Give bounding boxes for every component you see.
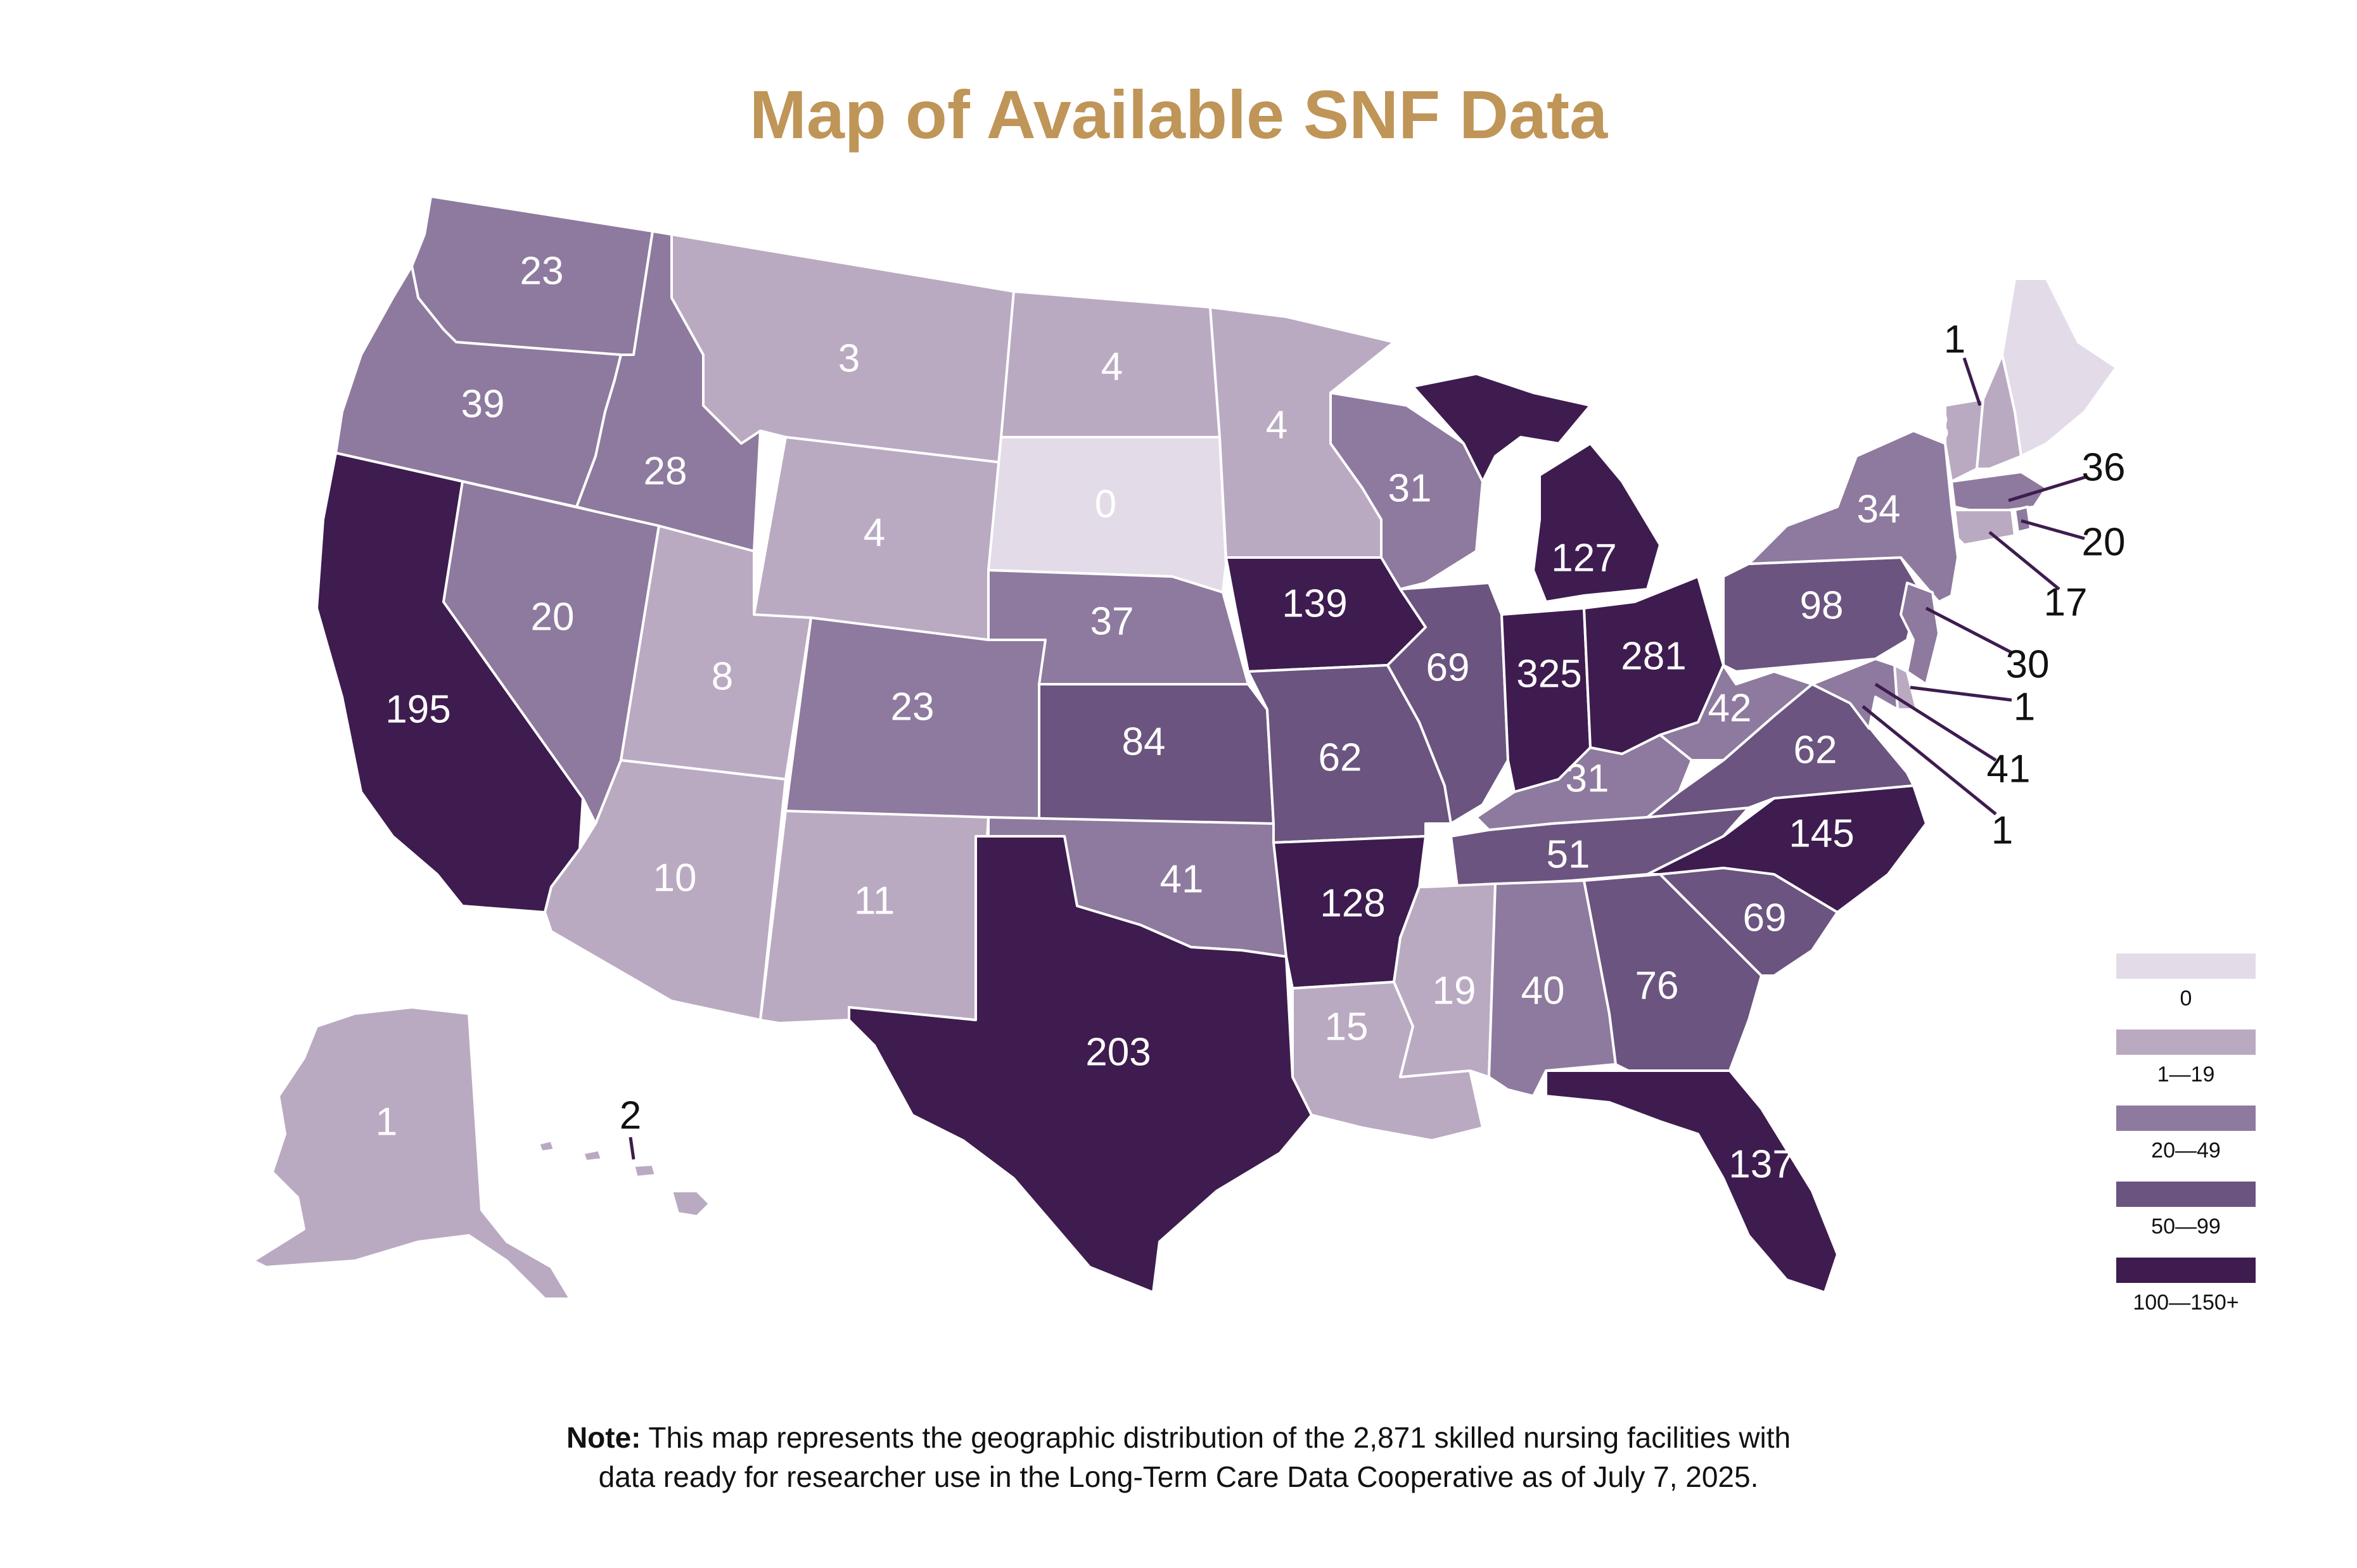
leader-line-de bbox=[1910, 685, 2012, 702]
legend-swatch bbox=[2116, 953, 2256, 979]
state-label-nh: 1 bbox=[1944, 317, 1965, 361]
state-label-tn: 51 bbox=[1547, 832, 1590, 876]
state-label-mn: 4 bbox=[1266, 403, 1287, 447]
legend-swatch bbox=[2116, 1258, 2256, 1283]
state-az bbox=[544, 759, 787, 1021]
leader-line-nh bbox=[1962, 357, 1982, 406]
state-label-sc: 69 bbox=[1743, 896, 1787, 940]
leader-line-ri bbox=[2021, 519, 2085, 540]
state-wv bbox=[1659, 664, 1813, 762]
state-label-md: 41 bbox=[1987, 747, 2031, 791]
state-label-az: 10 bbox=[653, 856, 697, 900]
state-label-mt: 3 bbox=[838, 336, 860, 380]
state-label-ga: 76 bbox=[1635, 964, 1679, 1007]
leader-line-md bbox=[1874, 682, 1997, 762]
legend-label: 20—49 bbox=[2151, 1138, 2221, 1163]
state-label-or: 39 bbox=[461, 382, 505, 426]
legend-label: 50—99 bbox=[2151, 1214, 2221, 1239]
legend-item: 100—150+ bbox=[2116, 1258, 2256, 1334]
state-label-va: 62 bbox=[1794, 728, 1837, 772]
state-label-ca: 195 bbox=[385, 687, 450, 731]
legend-item: 1—19 bbox=[2116, 1029, 2256, 1106]
state-label-sd: 0 bbox=[1095, 482, 1116, 526]
state-label-al: 40 bbox=[1521, 969, 1565, 1012]
leader-line-ma bbox=[2008, 475, 2088, 502]
state-ma bbox=[1950, 471, 2048, 514]
state-label-mi: 127 bbox=[1551, 536, 1616, 580]
state-md bbox=[1811, 658, 1899, 730]
state-label-nm: 11 bbox=[854, 879, 895, 922]
state-label-ms: 19 bbox=[1433, 969, 1476, 1012]
state-label-tx: 203 bbox=[1085, 1030, 1151, 1074]
state-label-de: 1 bbox=[2014, 685, 2035, 729]
legend-label: 100—150+ bbox=[2133, 1291, 2239, 1315]
state-label-wi: 31 bbox=[1388, 466, 1432, 510]
leader-line-ct bbox=[1988, 531, 2060, 590]
leader-line-dc bbox=[1862, 705, 1997, 815]
state-label-pa: 98 bbox=[1800, 583, 1844, 627]
state-ak bbox=[252, 1006, 572, 1300]
state-label-nj: 30 bbox=[2006, 642, 2050, 686]
state-label-mo: 62 bbox=[1319, 736, 1362, 779]
state-wi bbox=[1329, 392, 1484, 590]
callout-leaders bbox=[629, 357, 2088, 1160]
note-bold: Note: bbox=[566, 1421, 641, 1454]
state-label-la: 15 bbox=[1325, 1005, 1369, 1049]
state-label-ia: 139 bbox=[1282, 582, 1347, 625]
state-label-ok: 41 bbox=[1160, 857, 1204, 901]
state-label-nc: 145 bbox=[1789, 812, 1854, 855]
state-label-wa: 23 bbox=[520, 249, 564, 293]
note: Note: This map represents the geographic… bbox=[0, 1418, 2357, 1496]
state-label-ut: 8 bbox=[712, 654, 733, 698]
state-label-ky: 31 bbox=[1566, 756, 1609, 800]
legend-swatch bbox=[2116, 1106, 2256, 1131]
legend: 0 1—19 20—49 50—99 100—150+ bbox=[2116, 953, 2256, 1334]
note-line2: data ready for researcher use in the Lon… bbox=[598, 1460, 1759, 1493]
state-label-fl: 137 bbox=[1728, 1142, 1794, 1186]
legend-swatch bbox=[2116, 1029, 2256, 1055]
legend-item: 50—99 bbox=[2116, 1182, 2256, 1258]
state-ri bbox=[2014, 506, 2032, 533]
state-label-ne: 37 bbox=[1090, 599, 1134, 643]
legend-item: 20—49 bbox=[2116, 1106, 2256, 1182]
state-label-il: 69 bbox=[1426, 646, 1470, 689]
state-label-in: 325 bbox=[1516, 652, 1581, 696]
state-label-id: 28 bbox=[644, 449, 687, 493]
state-labels: 2339195282034810231140378441203413962128… bbox=[376, 249, 2126, 1186]
state-hi bbox=[537, 1139, 711, 1218]
page-title: Map of Available SNF Data bbox=[749, 76, 1608, 153]
state-label-wy: 4 bbox=[864, 511, 885, 554]
state-label-co: 23 bbox=[891, 685, 935, 729]
state-label-wv: 42 bbox=[1708, 686, 1752, 730]
state-label-nd: 4 bbox=[1101, 345, 1123, 388]
state-me bbox=[2001, 277, 2117, 457]
state-il bbox=[1386, 582, 1509, 825]
state-label-ks: 84 bbox=[1122, 720, 1166, 763]
state-label-ny: 34 bbox=[1857, 487, 1901, 531]
leader-line-hi bbox=[629, 1137, 636, 1160]
state-label-ct: 17 bbox=[2044, 580, 2088, 624]
state-label-ri: 20 bbox=[2082, 520, 2126, 564]
state-label-hi: 2 bbox=[620, 1093, 641, 1137]
states-layer bbox=[252, 195, 2117, 1300]
state-tx bbox=[848, 835, 1313, 1294]
state-label-ma: 36 bbox=[2082, 445, 2126, 489]
state-ct bbox=[1953, 509, 2016, 546]
state-label-ar: 128 bbox=[1320, 881, 1385, 925]
state-mi bbox=[1412, 373, 1661, 603]
note-line1: This map represents the geographic distr… bbox=[641, 1421, 1791, 1454]
state-label-nv: 20 bbox=[531, 595, 575, 639]
state-label-dc: 1 bbox=[1991, 808, 2013, 852]
legend-swatch bbox=[2116, 1182, 2256, 1207]
state-label-ak: 1 bbox=[376, 1100, 397, 1144]
state-nc bbox=[1646, 784, 1927, 914]
legend-item: 0 bbox=[2116, 953, 2256, 1029]
legend-label: 0 bbox=[2180, 986, 2192, 1010]
legend-label: 1—19 bbox=[2157, 1062, 2215, 1087]
leader-line-nj bbox=[1925, 606, 2013, 654]
state-fl bbox=[1545, 1069, 1839, 1294]
state-label-vt: 3 bbox=[1928, 405, 1950, 449]
state-label-oh: 281 bbox=[1621, 634, 1686, 678]
